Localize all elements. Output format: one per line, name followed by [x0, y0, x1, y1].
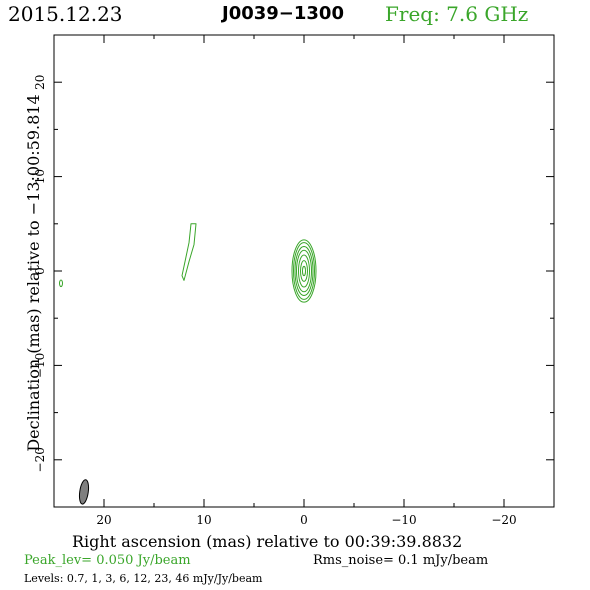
x-tick-label: −20 [491, 513, 516, 527]
small-component-contour [59, 279, 63, 288]
axis-tick-labels: 20 10 0 −10 −20 −20 −10 0 10 20 [33, 75, 517, 527]
x-tick-label: −10 [391, 513, 416, 527]
core-contour-ring [291, 239, 317, 303]
core-contour-ring [302, 265, 306, 277]
x-tick-label: 10 [196, 513, 211, 527]
y-tick-label: 20 [33, 75, 47, 90]
source-name: J0039−1300 [222, 3, 344, 24]
x-tick-label: 0 [300, 513, 308, 527]
core-contour-ring [300, 260, 308, 282]
core-contour-ring [294, 245, 314, 297]
y-tick-label: −20 [33, 447, 47, 472]
core-contours [291, 239, 317, 303]
x-tick-label: 20 [96, 513, 111, 527]
frequency-label: Freq: 7.6 GHz [385, 2, 529, 26]
y-tick-label: 0 [33, 267, 47, 275]
core-contour-ring [293, 242, 315, 300]
core-contour-ring [296, 249, 312, 293]
y-tick-label: 10 [33, 169, 47, 184]
plot-frame [53, 34, 555, 508]
y-tick-label: −10 [33, 353, 47, 378]
x-axis-label: Right ascension (mas) relative to 00:39:… [72, 532, 463, 551]
contour-levels: Levels: 0.7, 1, 3, 6, 12, 23, 46 mJy/Jy/… [24, 572, 263, 585]
beam-ellipse [78, 479, 90, 505]
core-contour-ring [298, 254, 310, 288]
observation-date: 2015.12.23 [8, 2, 123, 26]
rms-noise: Rms_noise= 0.1 mJy/beam [313, 553, 489, 568]
y-axis-label: Declination (mas) relative to −13:00:59.… [24, 94, 43, 452]
peak-level: Peak_lev= 0.050 Jy/beam [24, 553, 191, 568]
jet-component-contour [181, 223, 197, 281]
axis-ticks [54, 35, 554, 507]
